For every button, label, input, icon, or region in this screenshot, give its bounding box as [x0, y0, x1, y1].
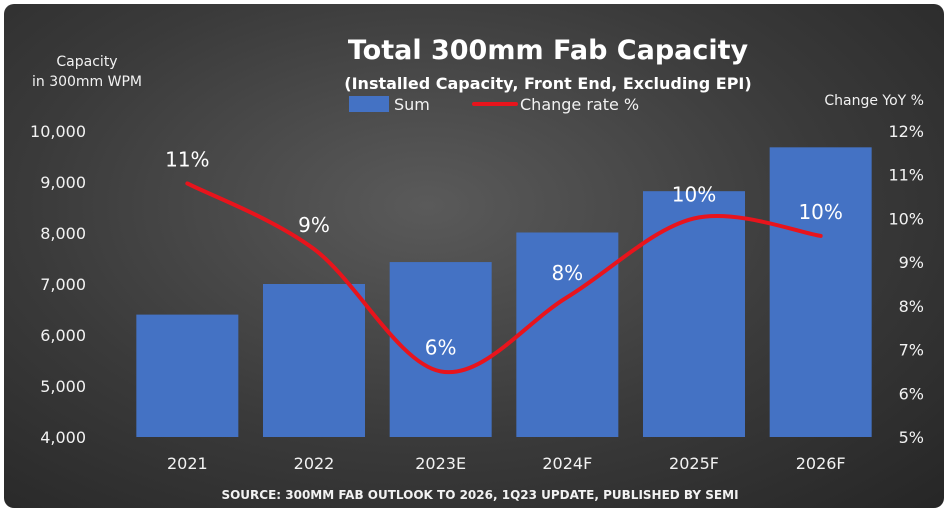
right-tick-label: 7%: [899, 341, 924, 360]
source-note: SOURCE: 300MM FAB OUTLOOK TO 2026, 1Q23 …: [221, 488, 738, 502]
left-axis-ticks: 4,000 5,000 6,000 7,000 8,000 9,000 10,000: [30, 122, 86, 447]
left-tick-label: 10,000: [30, 122, 86, 141]
left-tick-label: 5,000: [40, 377, 86, 396]
right-tick-label: 9%: [899, 253, 924, 272]
right-tick-label: 11%: [888, 166, 924, 185]
data-label-2021: 11%: [165, 147, 209, 171]
data-label-2023e: 6%: [425, 335, 457, 359]
data-label-2024f: 8%: [551, 261, 583, 285]
y-axis-left-label-line2: in 300mm WPM: [32, 74, 142, 90]
bar-2021: [136, 314, 239, 437]
right-tick-label: 8%: [899, 297, 924, 316]
x-axis-ticks: 2021 2022 2023E 2024F 2025F 2026F: [167, 454, 846, 473]
x-tick-label: 2023E: [415, 454, 466, 473]
chart-title: Total 300mm Fab Capacity: [348, 35, 749, 66]
data-label-2026f: 10%: [798, 200, 842, 224]
x-tick-label: 2021: [167, 454, 208, 473]
x-tick-label: 2024F: [542, 454, 592, 473]
x-tick-label: 2026F: [796, 454, 846, 473]
data-label-2025f: 10%: [672, 182, 716, 206]
bar-2026f: [769, 147, 872, 437]
y-axis-right-label: Change YoY %: [824, 93, 924, 109]
bar-2025f: [643, 191, 745, 437]
data-label-2022: 9%: [298, 213, 330, 237]
legend-swatch-sum: [349, 96, 389, 112]
left-tick-label: 4,000: [40, 428, 86, 447]
left-tick-label: 8,000: [40, 224, 86, 243]
chart-subtitle: (Installed Capacity, Front End, Excludin…: [344, 74, 751, 93]
bars-group: [136, 147, 872, 437]
x-tick-label: 2022: [294, 454, 335, 473]
data-labels: 11% 9% 6% 8% 10% 10%: [165, 147, 843, 359]
x-tick-label: 2025F: [669, 454, 719, 473]
left-tick-label: 6,000: [40, 326, 86, 345]
right-axis-ticks: 5% 6% 7% 8% 9% 10% 11% 12%: [888, 122, 924, 447]
change-rate-line-group: [185, 181, 823, 375]
y-axis-left-label-line1: Capacity: [56, 54, 117, 70]
legend-label-change-rate: Change rate %: [520, 95, 639, 114]
right-tick-label: 10%: [888, 209, 924, 228]
bar-2022: [263, 284, 365, 437]
right-tick-label: 12%: [888, 122, 924, 141]
left-tick-label: 7,000: [40, 275, 86, 294]
right-tick-label: 6%: [899, 384, 924, 403]
chart-svg: Total 300mm Fab Capacity (Installed Capa…: [30, 35, 924, 502]
change-rate-line: [185, 181, 823, 375]
legend: Sum Change rate %: [349, 95, 639, 114]
bar-2024f: [516, 232, 619, 437]
legend-label-sum: Sum: [394, 95, 430, 114]
chart-frame: Total 300mm Fab Capacity (Installed Capa…: [4, 4, 944, 508]
left-tick-label: 9,000: [40, 173, 86, 192]
right-tick-label: 5%: [899, 428, 924, 447]
